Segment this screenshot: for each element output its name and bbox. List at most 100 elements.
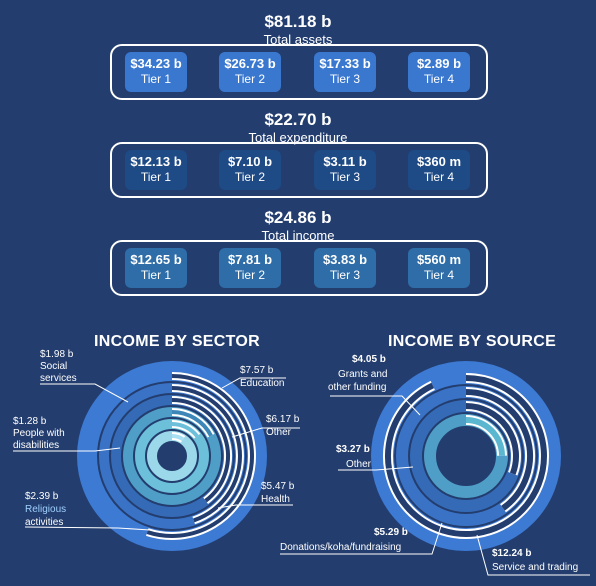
- source-other-value: $3.27 b: [336, 444, 370, 455]
- sector-other-label: Other: [266, 427, 292, 438]
- expenditure-tier-4-value: $360 m: [416, 154, 462, 169]
- sector-disabilities-label-line1: People with: [13, 428, 65, 439]
- assets-tier-1-tile: $34.23 b Tier 1: [125, 52, 187, 92]
- source-service-value: $12.24 b: [492, 548, 531, 559]
- sector-education-label: Education: [240, 378, 284, 389]
- income-tier-2-label: Tier 2: [234, 268, 266, 282]
- sector-bar-fill-2: [171, 398, 230, 503]
- total-expenditure-value: $22.70 b: [264, 110, 332, 129]
- total-income-header: $24.86 b Total income: [0, 208, 596, 243]
- leader-other-sector: [231, 427, 300, 438]
- sector-bar-fill-1: [171, 386, 242, 523]
- assets-tier-1-label: Tier 1: [140, 72, 172, 86]
- expenditure-tier-4-tile: $360 m Tier 4: [408, 150, 470, 190]
- source-service-label: Service and trading: [492, 562, 578, 573]
- source-grants-value: $4.05 b: [352, 354, 386, 365]
- income-tier-3-value: $3.83 b: [322, 252, 368, 267]
- expenditure-tier-3-tile: $3.11 b Tier 3: [314, 150, 376, 190]
- expenditure-tier-frame: $12.13 b Tier 1 $7.10 b Tier 2 $3.11 b T…: [110, 142, 488, 198]
- income-by-sector-chart: [77, 361, 267, 551]
- income-tier-3-label: Tier 3: [329, 268, 361, 282]
- income-tier-1-value: $12.65 b: [130, 252, 182, 267]
- source-bar-fill-0: [384, 375, 547, 537]
- assets-tier-4-label: Tier 4: [423, 72, 455, 86]
- total-expenditure-header: $22.70 b Total expenditure: [0, 110, 596, 145]
- source-grants-label-line2: other funding: [328, 382, 386, 393]
- expenditure-tier-1-value: $12.13 b: [130, 154, 182, 169]
- total-assets-header: $81.18 b Total assets: [0, 12, 596, 47]
- income-tier-4-value: $560 m: [416, 252, 462, 267]
- source-labels: $4.05 b Grants and other funding $3.27 b…: [280, 354, 578, 573]
- sector-health-label: Health: [261, 494, 290, 505]
- expenditure-tier-2-label: Tier 2: [234, 170, 266, 184]
- total-income-value: $24.86 b: [264, 208, 332, 227]
- sector-disabilities-label-line2: disabilities: [13, 440, 59, 451]
- income-tier-frame: $12.65 b Tier 1 $7.81 b Tier 2 $3.83 b T…: [110, 240, 488, 296]
- sector-outer-ring: [77, 361, 267, 551]
- sector-bar-fill-0: [146, 374, 254, 538]
- sector-other-value: $6.17 b: [266, 414, 300, 425]
- sector-labels: $7.57 b Education $6.17 b Other $5.47 b …: [13, 349, 300, 528]
- income-tier-2-tile: $7.81 b Tier 2: [219, 248, 281, 288]
- income-tier-1-label: Tier 1: [140, 268, 172, 282]
- leader-other-source: [338, 466, 414, 471]
- assets-tier-4-tile: $2.89 b Tier 4: [408, 52, 470, 92]
- assets-tier-3-label: Tier 3: [329, 72, 361, 86]
- leader-donations: [280, 522, 443, 555]
- sector-track-5: [147, 431, 197, 481]
- total-assets-value: $81.18 b: [264, 12, 332, 31]
- sector-social-label-line1: Social: [40, 361, 67, 372]
- assets-tier-2-label: Tier 2: [234, 72, 266, 86]
- assets-tier-3-value: $17.33 b: [319, 56, 371, 71]
- income-by-sector-title: INCOME BY SECTOR: [94, 333, 261, 350]
- income-by-source-chart: [371, 361, 561, 551]
- income-tier-4-tile: $560 m Tier 4: [408, 248, 470, 288]
- sector-bar-fill-5: [171, 434, 185, 442]
- sector-bar-fill-3: [171, 410, 213, 437]
- expenditure-tier-1-label: Tier 1: [140, 170, 172, 184]
- sector-religious-value: $2.39 b: [25, 491, 59, 502]
- income-tier-2-value: $7.81 b: [227, 252, 273, 267]
- leader-social: [40, 383, 129, 403]
- source-donations-value: $5.29 b: [374, 527, 408, 538]
- sector-health-value: $5.47 b: [261, 481, 295, 492]
- source-outer-ring: [371, 361, 561, 551]
- source-bar-fill-2: [465, 403, 519, 475]
- income-tier-3-tile: $3.83 b Tier 3: [314, 248, 376, 288]
- expenditure-tier-3-value: $3.11 b: [323, 154, 367, 169]
- total-assets-label: Total assets: [263, 32, 333, 47]
- assets-tier-3-tile: $17.33 b Tier 3: [314, 52, 376, 92]
- leader-lines: [13, 377, 590, 576]
- leader-grants: [330, 395, 421, 416]
- source-bar-fill-1: [465, 389, 533, 511]
- assets-tier-2-value: $26.73 b: [224, 56, 276, 71]
- source-donations-label: Donations/koha/fundraising: [280, 542, 401, 553]
- leader-religious: [24, 526, 151, 531]
- income-tier-4-label: Tier 4: [423, 268, 455, 282]
- source-other-label: Other: [346, 459, 372, 470]
- expenditure-tier-3-label: Tier 3: [329, 170, 361, 184]
- leader-service: [476, 534, 590, 576]
- source-bar-fill-3: [465, 417, 505, 456]
- expenditure-tier-2-tile: $7.10 b Tier 2: [219, 150, 281, 190]
- income-tier-1-tile: $12.65 b Tier 1: [125, 248, 187, 288]
- sector-social-label-line2: services: [40, 373, 77, 384]
- sector-social-value: $1.98 b: [40, 349, 74, 360]
- leader-education: [221, 377, 286, 389]
- assets-tier-4-value: $2.89 b: [416, 56, 462, 71]
- sector-bar-fill-4: [171, 422, 199, 438]
- sector-disabilities-value: $1.28 b: [13, 416, 47, 427]
- total-income-label: Total income: [261, 228, 335, 243]
- assets-tier-1-value: $34.23 b: [130, 56, 182, 71]
- assets-tier-2-tile: $26.73 b Tier 2: [219, 52, 281, 92]
- sector-education-value: $7.57 b: [240, 365, 274, 376]
- income-by-source-title: INCOME BY SOURCE: [388, 333, 557, 350]
- leader-disabilities: [13, 447, 121, 452]
- total-expenditure-label: Total expenditure: [248, 130, 348, 145]
- source-grants-label-line1: Grants and: [338, 369, 387, 380]
- expenditure-tier-2-value: $7.10 b: [227, 154, 273, 169]
- leader-health: [217, 504, 293, 509]
- sector-religious-label-line1: Religious: [25, 504, 66, 515]
- expenditure-tier-1-tile: $12.13 b Tier 1: [125, 150, 187, 190]
